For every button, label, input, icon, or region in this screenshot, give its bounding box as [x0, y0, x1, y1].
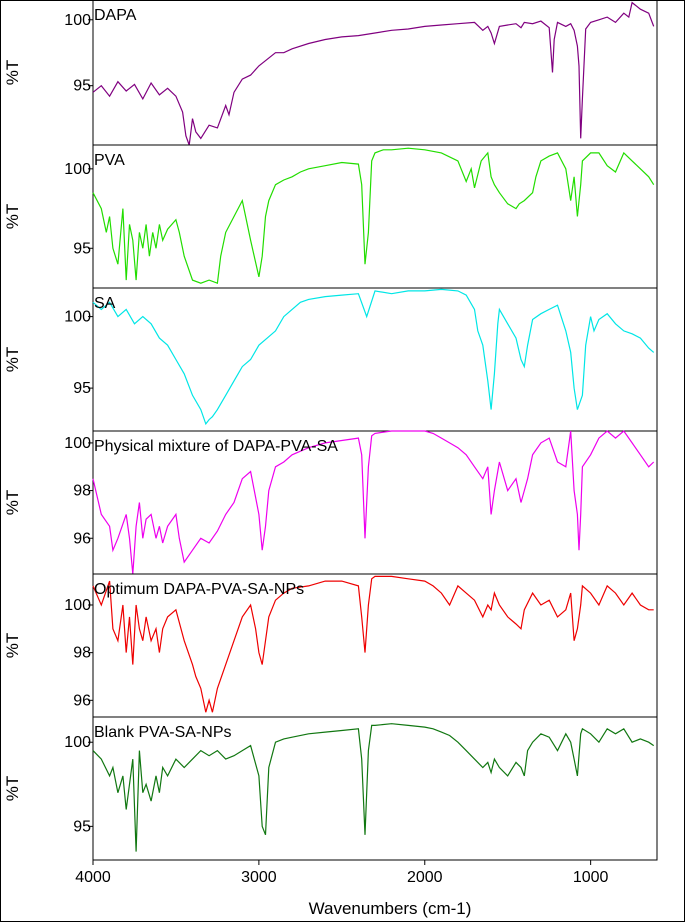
y-axis-label: %T — [3, 633, 22, 659]
y-tick-label: 100 — [64, 161, 91, 178]
y-tick-label: 100 — [64, 309, 91, 326]
y-tick-label: 98 — [73, 483, 91, 500]
x-tick-label: 3000 — [241, 869, 277, 886]
x-axis: 4000 3000 2000 1000 — [75, 860, 609, 886]
series-label: DAPA — [94, 7, 137, 24]
series-line — [92, 430, 655, 575]
panel-6: 95 100 %T Blank PVA-SA-NPs — [3, 716, 658, 861]
y-tick-label: 95 — [73, 240, 91, 257]
series-label: Optimum DAPA-PVA-SA-NPs — [94, 581, 304, 598]
y-tick-label: 96 — [73, 692, 91, 709]
series-line — [92, 575, 654, 713]
y-axis-label: %T — [3, 204, 22, 230]
y-tick-label: 95 — [73, 78, 91, 95]
y-axis-label: %T — [3, 776, 22, 802]
x-tick-label: 2000 — [407, 869, 443, 886]
series-label: Physical mixture of DAPA-PVA-SA — [94, 438, 338, 455]
x-axis-label: Wavenumbers (cm-1) — [309, 899, 472, 918]
y-tick-label: 100 — [64, 734, 91, 751]
panels-group: 95 100 %T DAPA 95 100 %T PVA 95 100 %T SA 96 98 100 %T P… — [3, 0, 658, 861]
series-line — [92, 723, 655, 852]
y-tick-label: 100 — [64, 12, 91, 29]
y-tick-label: 100 — [64, 597, 91, 614]
series-label: Blank PVA-SA-NPs — [94, 724, 232, 741]
y-tick-label: 96 — [73, 530, 91, 547]
panel-2: 95 100 %T PVA — [3, 144, 658, 289]
series-line — [92, 147, 655, 285]
x-tick-label: 1000 — [573, 869, 609, 886]
panel-frame — [92, 716, 658, 861]
panel-4: 96 98 100 %T Physical mixture of DAPA-PVA-SA — [3, 430, 658, 575]
series-line — [92, 288, 655, 426]
y-tick-label: 95 — [73, 818, 91, 835]
y-tick-label: 100 — [64, 435, 91, 452]
y-axis-label: %T — [3, 490, 22, 516]
series-line — [92, 1, 655, 146]
y-tick-label: 98 — [73, 645, 91, 662]
series-label: PVA — [94, 152, 125, 169]
y-axis-label: %T — [3, 347, 22, 373]
y-tick-label: 95 — [73, 380, 91, 397]
series-label: SA — [94, 295, 116, 312]
y-axis-label: %T — [3, 60, 22, 86]
x-tick-label: 4000 — [75, 869, 111, 886]
